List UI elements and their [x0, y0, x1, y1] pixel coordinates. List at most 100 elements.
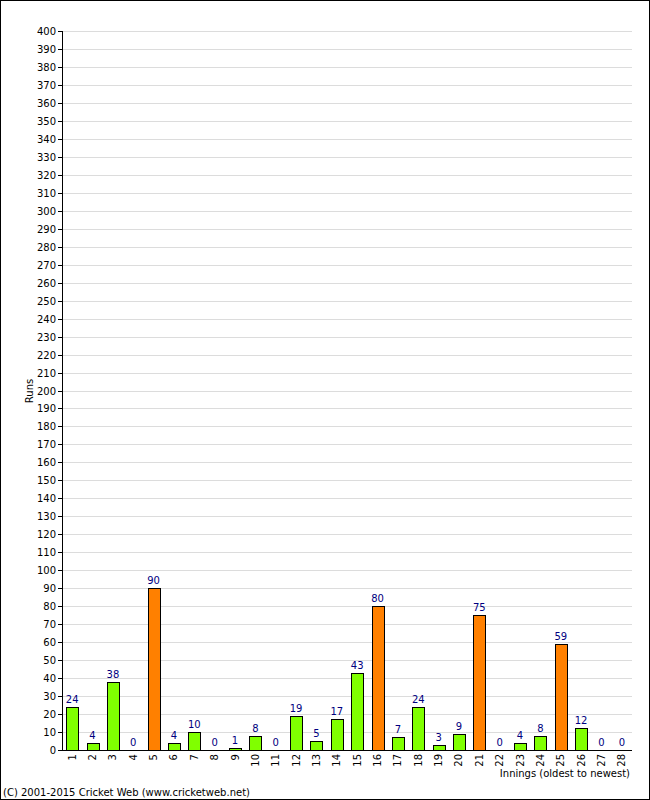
bar: [88, 744, 100, 751]
y-tick-label: 130: [37, 511, 56, 522]
y-tick: [58, 480, 62, 481]
data-label: 4: [517, 730, 523, 741]
y-tick: [58, 103, 62, 104]
y-tick: [58, 642, 62, 643]
y-tick: [58, 588, 62, 589]
data-label: 7: [395, 724, 401, 735]
bar: [434, 746, 446, 751]
border: [1, 1, 650, 800]
y-axis: [62, 31, 63, 751]
y-tick: [58, 211, 62, 212]
y-tick: [58, 426, 62, 427]
data-label: 4: [89, 730, 95, 741]
x-axis-title: Innings (oldest to newest): [500, 768, 630, 779]
y-tick: [58, 408, 62, 409]
y-tick-label: 30: [43, 691, 56, 702]
data-label: 80: [371, 593, 384, 604]
grid-line: [62, 642, 632, 643]
y-tick-label: 400: [37, 26, 56, 37]
bar: [576, 729, 588, 751]
data-label: 59: [554, 631, 567, 642]
bar: [373, 607, 385, 751]
y-tick-label: 170: [37, 439, 56, 450]
bar: [67, 708, 79, 751]
x-axis: [62, 750, 632, 751]
data-label: 0: [619, 737, 625, 748]
data-label: 0: [496, 737, 502, 748]
data-label: 4: [171, 730, 177, 741]
grid-line: [62, 696, 632, 697]
y-tick-label: 320: [37, 170, 56, 181]
x-tick-label: 11: [270, 754, 281, 767]
y-tick: [58, 49, 62, 50]
x-tick-label: 20: [453, 754, 464, 767]
y-tick: [58, 696, 62, 697]
y-tick-label: 80: [43, 601, 56, 612]
y-tick-label: 340: [37, 134, 56, 145]
y-tick-label: 300: [37, 206, 56, 217]
grid-line: [62, 373, 632, 374]
grid-line: [62, 337, 632, 338]
y-tick: [58, 319, 62, 320]
bar: [535, 737, 547, 751]
y-axis-title: Runs: [24, 379, 35, 403]
grid-line: [62, 750, 632, 751]
x-tick-label: 8: [209, 754, 220, 760]
x-tick-label: 14: [331, 754, 342, 767]
bar: [230, 749, 242, 751]
y-tick: [58, 193, 62, 194]
y-tick: [58, 31, 62, 32]
data-label: 0: [273, 737, 279, 748]
y-tick: [58, 678, 62, 679]
y-tick-label: 270: [37, 260, 56, 271]
data-label: 75: [473, 602, 486, 613]
grid-line: [62, 247, 632, 248]
y-tick: [58, 516, 62, 517]
x-tick-label: 26: [576, 754, 587, 767]
copyright: (C) 2001-2015 Cricket Web (www.cricketwe…: [3, 787, 250, 798]
grid-line: [62, 516, 632, 517]
x-tick-label: 23: [515, 754, 526, 767]
y-tick: [58, 175, 62, 176]
grid-line: [62, 498, 632, 499]
data-label: 8: [252, 723, 258, 734]
y-tick: [58, 444, 62, 445]
y-tick-label: 290: [37, 224, 56, 235]
grid-line: [62, 175, 632, 176]
x-tick-label: 15: [352, 754, 363, 767]
grid-line: [62, 391, 632, 392]
grid-line: [62, 660, 632, 661]
y-tick-label: 350: [37, 116, 56, 127]
x-tick-label: 25: [555, 754, 566, 767]
y-tick: [58, 732, 62, 733]
y-tick: [58, 373, 62, 374]
bar: [189, 733, 201, 751]
y-tick: [58, 139, 62, 140]
y-tick-label: 240: [37, 314, 56, 325]
y-tick-label: 370: [37, 80, 56, 91]
y-tick-label: 220: [37, 350, 56, 361]
y-tick-label: 280: [37, 242, 56, 253]
bar: [556, 645, 568, 751]
x-tick-label: 12: [291, 754, 302, 767]
grid-line: [62, 678, 632, 679]
grid-line: [62, 121, 632, 122]
grid-line: [62, 211, 632, 212]
y-tick-label: 360: [37, 98, 56, 109]
data-label: 24: [412, 694, 425, 705]
x-tick-label: 21: [474, 754, 485, 767]
y-tick-label: 380: [37, 62, 56, 73]
y-tick-label: 150: [37, 475, 56, 486]
grid-line: [62, 462, 632, 463]
grid-line: [62, 139, 632, 140]
bar: [474, 616, 486, 751]
x-tick-label: 27: [596, 754, 607, 767]
data-label: 19: [290, 703, 303, 714]
y-tick-label: 120: [37, 529, 56, 540]
data-label: 1: [232, 735, 238, 746]
x-tick-label: 18: [413, 754, 424, 767]
x-tick-label: 4: [128, 754, 139, 760]
y-tick-label: 190: [37, 403, 56, 414]
y-tick-label: 60: [43, 637, 56, 648]
data-label: 90: [147, 575, 160, 586]
